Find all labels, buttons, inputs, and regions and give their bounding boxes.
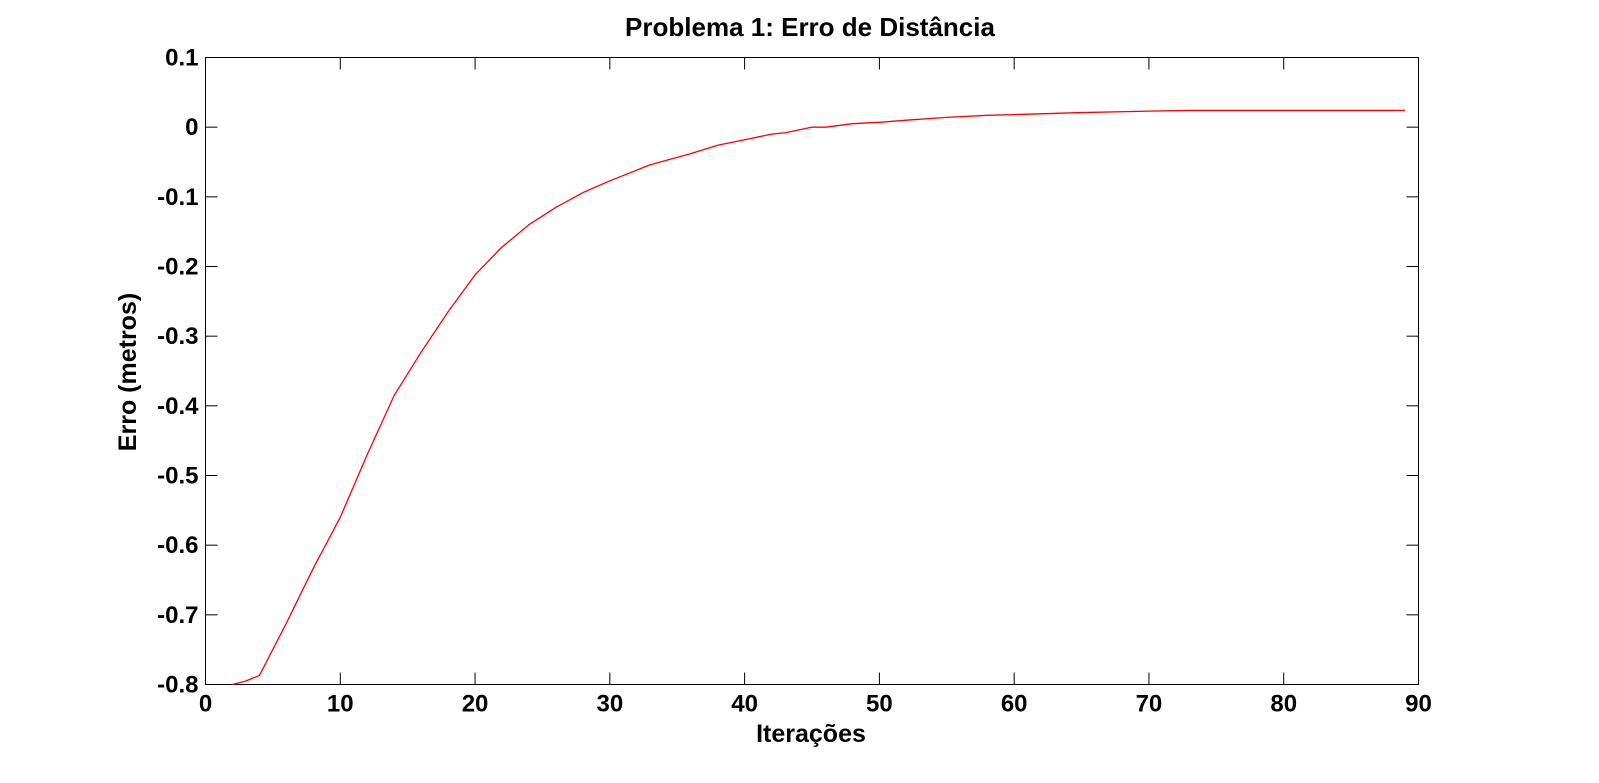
y-tick-label: 0: [185, 114, 198, 141]
chart-title: Problema 1: Erro de Distância: [625, 12, 995, 42]
y-tick-label: -0.5: [157, 463, 198, 490]
x-tick-label: 90: [1405, 691, 1432, 718]
x-tick-label: 30: [596, 691, 623, 718]
x-tick-label: 0: [199, 691, 212, 718]
y-tick-label: -0.2: [157, 254, 198, 281]
y-tick-label: -0.3: [157, 323, 198, 350]
x-tick-label: 10: [327, 691, 354, 718]
x-tick-label: 20: [462, 691, 489, 718]
axes-frame: [205, 57, 1419, 685]
series-layer: [232, 109, 1406, 686]
y-tick-label: -0.7: [157, 602, 198, 629]
y-tick-label: 0.1: [165, 45, 198, 72]
x-tick-label: 70: [1136, 691, 1163, 718]
x-axis-ticks: 0 10 20 30 40 50 60 70 80 90: [199, 57, 1432, 718]
y-tick-label: -0.4: [157, 393, 199, 420]
y-tick-label: -0.1: [157, 184, 198, 211]
y-tick-label: -0.8: [157, 672, 198, 699]
x-tick-label: 80: [1270, 691, 1297, 718]
x-tick-label: 40: [731, 691, 758, 718]
y-axis-label: Erro (metros): [114, 293, 142, 451]
y-axis-ticks: 0.1 0 -0.1 -0.2 -0.3 -0.4 -0.5 -0.6 -0.7 -0.8: [157, 45, 1419, 699]
x-axis-label: Iterações: [756, 720, 866, 748]
series-line: [232, 109, 1406, 686]
y-tick-label: -0.6: [157, 532, 198, 559]
x-tick-label: 60: [1001, 691, 1028, 718]
x-tick-label: 50: [866, 691, 893, 718]
